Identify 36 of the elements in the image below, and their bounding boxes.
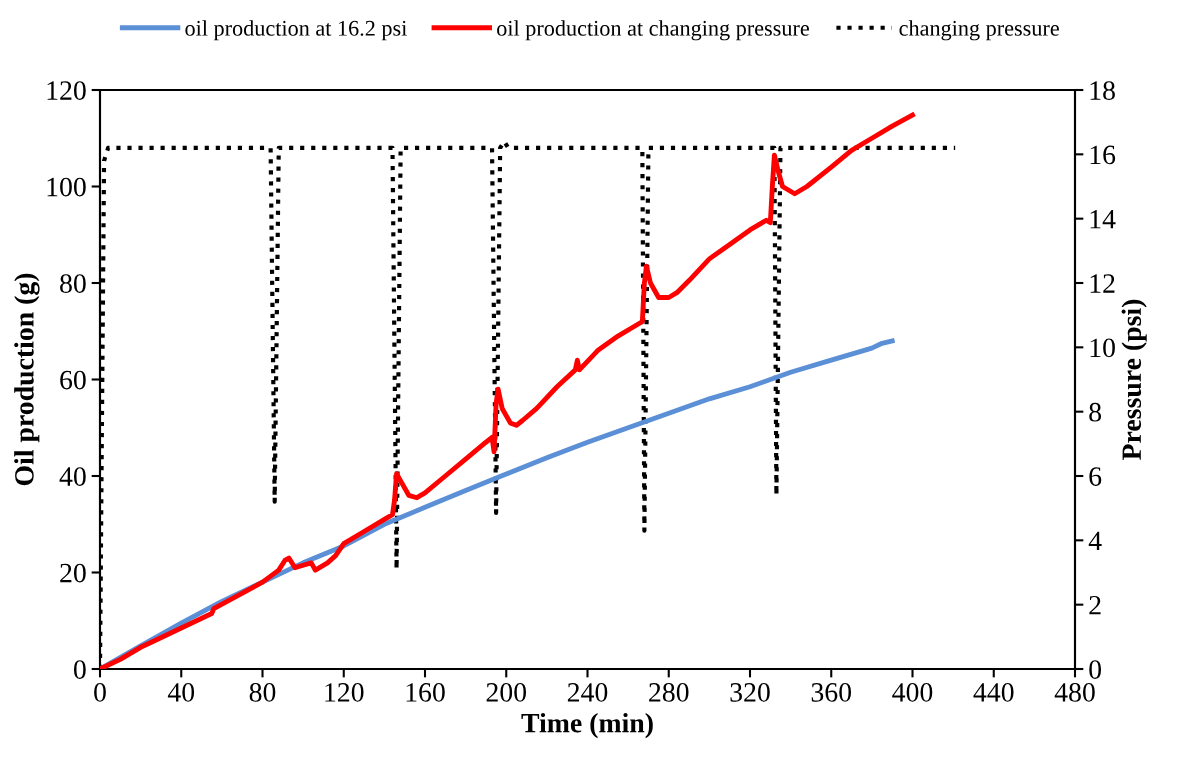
x-tick-label: 160 xyxy=(406,683,445,702)
y2-tick-label: 18 xyxy=(1090,81,1115,100)
legend-label: oil production at 16.2 psi xyxy=(185,20,407,41)
legend-label: changing pressure xyxy=(899,20,1059,41)
y-tick-label: 120 xyxy=(47,81,86,100)
y2-tick-label: 14 xyxy=(1090,209,1116,229)
y2-tick-label: 12 xyxy=(1090,274,1115,293)
y-tick-label: 20 xyxy=(60,563,86,583)
x-axis-title: Time (min) xyxy=(521,712,653,739)
legend-label: oil production at changing pressure xyxy=(497,20,809,41)
y2-tick-label: 8 xyxy=(1089,402,1102,422)
x-tick-label: 440 xyxy=(973,683,1014,702)
y-tick-label: 40 xyxy=(59,467,86,486)
y2-tick-label: 2 xyxy=(1089,595,1101,615)
y2-tick-label: 6 xyxy=(1089,467,1102,486)
x-tick-label: 480 xyxy=(1054,683,1095,702)
y-tick-label: 80 xyxy=(60,274,86,293)
x-tick-label: 280 xyxy=(649,683,689,702)
x-tick-label: 320 xyxy=(730,683,770,702)
y-tick-label: 100 xyxy=(47,177,86,197)
x-tick-label: 80 xyxy=(249,683,276,702)
x-tick-label: 40 xyxy=(167,683,195,702)
y2-tick-label: 0 xyxy=(1089,660,1102,679)
x-tick-label: 240 xyxy=(567,683,608,702)
x-tick-label: 120 xyxy=(325,683,364,702)
y2-tick-label: 16 xyxy=(1090,145,1116,165)
x-tick-label: 400 xyxy=(892,683,933,702)
x-tick-label: 200 xyxy=(486,683,527,702)
y-tick-label: 0 xyxy=(73,660,86,679)
y2-axis-title: Pressure (psi) xyxy=(1121,299,1147,460)
y2-tick-label: 4 xyxy=(1088,531,1102,550)
x-tick-label: 360 xyxy=(811,683,852,702)
y-tick-label: 60 xyxy=(60,370,86,390)
y2-tick-label: 10 xyxy=(1090,338,1115,358)
y-axis-title: Oil production (g) xyxy=(14,273,40,486)
x-tick-label: 0 xyxy=(94,683,106,702)
